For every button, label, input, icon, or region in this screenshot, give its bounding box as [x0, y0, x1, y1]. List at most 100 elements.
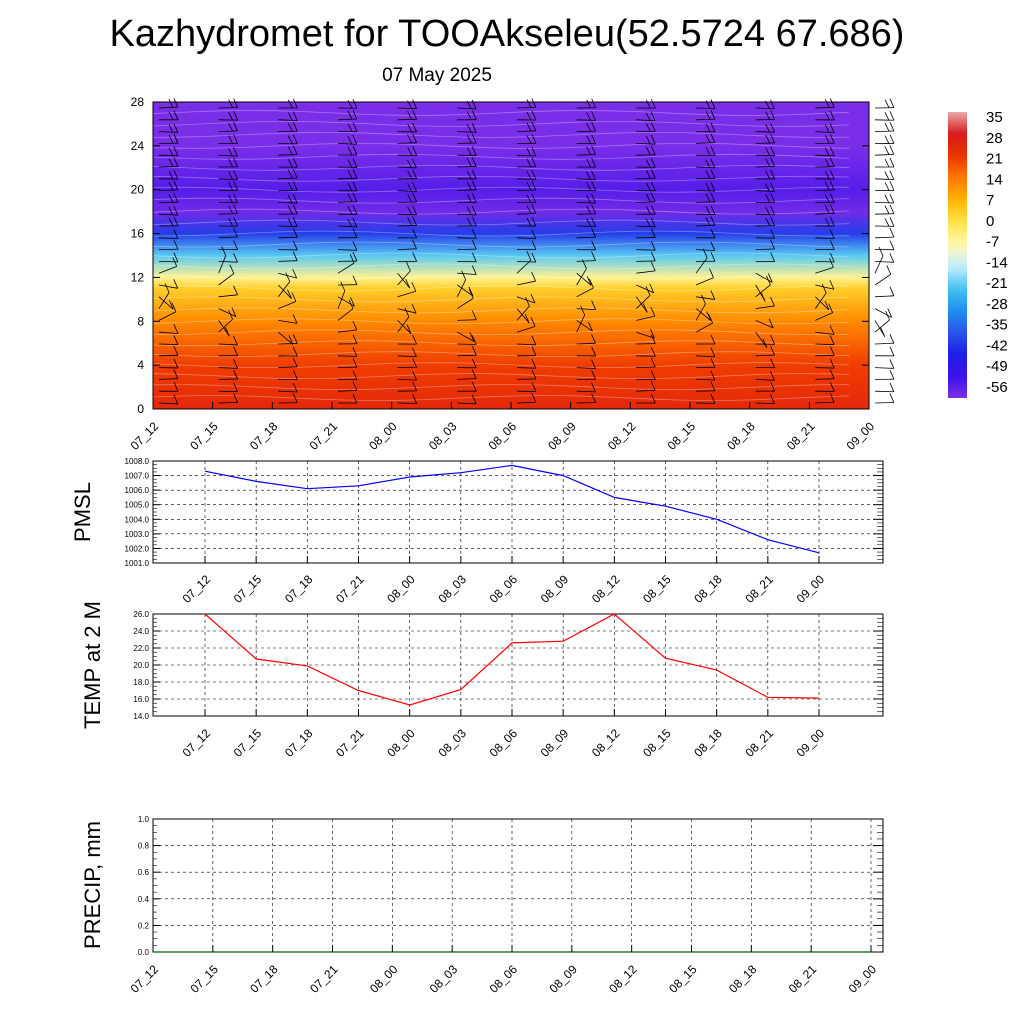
- wind-barb-feather: [591, 193, 596, 204]
- wind-barb: [397, 320, 412, 335]
- x-tick-label: 08_09: [546, 962, 580, 996]
- wind-barb: [636, 295, 651, 309]
- wind-barb-feather: [228, 135, 234, 144]
- wind-barb-feather: [588, 321, 593, 332]
- wind-barb-feather: [531, 121, 537, 131]
- wind-barb-feather: [292, 251, 298, 261]
- wind-barb: [815, 331, 835, 335]
- wind-barb: [755, 131, 775, 133]
- wind-barb-feather: [765, 183, 770, 192]
- panel-frame: [152, 460, 884, 564]
- heatmap-x-tick-label: 08_21: [784, 419, 818, 453]
- wind-barb: [337, 166, 357, 168]
- wind-barb-feather: [292, 134, 298, 145]
- wind-barb-feather: [591, 359, 596, 369]
- wind-barb-feather: [829, 170, 835, 180]
- wind-barb: [516, 130, 536, 132]
- wind-barb: [636, 249, 656, 251]
- wind-barb-feather: [407, 206, 412, 215]
- x-tick-label: 08_03: [435, 726, 469, 760]
- wind-barb: [695, 257, 708, 274]
- wind-barb: [278, 366, 298, 368]
- contour-line: [152, 241, 850, 248]
- wind-barb-feather: [407, 193, 412, 203]
- wind-barb-feather: [889, 193, 895, 204]
- wind-barb: [695, 118, 715, 121]
- wind-barb-feather: [412, 252, 418, 262]
- wind-barb-feather: [404, 307, 410, 317]
- wind-barb-feather: [412, 182, 417, 192]
- wind-barb-feather: [287, 146, 293, 155]
- wind-barb: [457, 297, 474, 309]
- contour-line: [152, 230, 850, 237]
- y-tick-label: 1003.0: [125, 530, 150, 539]
- wind-barb-feather: [352, 370, 358, 380]
- wind-barb: [815, 296, 830, 311]
- wind-barb-feather: [580, 305, 586, 316]
- wind-barb-feather: [770, 182, 775, 192]
- wind-barb-feather: [531, 110, 537, 121]
- wind-barb: [278, 154, 298, 156]
- wind-barb-feather: [710, 192, 716, 203]
- wind-barb: [576, 178, 596, 181]
- wind-barb-feather: [168, 170, 174, 180]
- wind-barb-feather: [829, 216, 835, 227]
- wind-barb-feather: [765, 170, 771, 180]
- wind-barb-feather: [829, 325, 835, 335]
- y-tick-label: 1.0: [138, 815, 150, 824]
- wind-barb: [218, 154, 238, 157]
- wind-barb: [874, 295, 894, 298]
- wind-barb: [815, 106, 835, 109]
- x-tick-label: 08_15: [640, 572, 674, 606]
- heatmap-y-tick-label: 28: [131, 95, 145, 109]
- wind-barb: [636, 366, 656, 368]
- wind-barb-feather: [710, 334, 716, 345]
- x-tick-label: 07_15: [187, 962, 221, 996]
- wind-barb: [337, 296, 355, 307]
- wind-barb: [636, 225, 656, 228]
- wind-barb-feather: [228, 205, 233, 214]
- wind-barb-feather: [233, 110, 239, 121]
- wind-barb-feather: [288, 335, 294, 345]
- heatmap-x-tick-label: 07_18: [247, 419, 281, 453]
- wind-barb-feather: [173, 358, 179, 369]
- wind-barb-feather: [880, 327, 886, 337]
- wind-barb: [516, 178, 536, 180]
- wind-barb: [874, 261, 894, 263]
- wind-barb: [397, 290, 416, 298]
- wind-barb: [695, 190, 715, 192]
- x-tick-label: 07_12: [180, 572, 214, 606]
- wind-barb: [457, 319, 477, 321]
- wind-barb-feather: [591, 370, 597, 380]
- wind-barb-feather: [466, 147, 472, 156]
- wind-barb: [397, 190, 417, 192]
- panel-frame: [152, 613, 884, 717]
- wind-barb: [636, 270, 656, 274]
- wind-barb-feather: [650, 357, 656, 368]
- y-tick-label: 1006.0: [125, 486, 150, 495]
- wind-barb-feather: [168, 147, 174, 156]
- wind-barb-feather: [824, 111, 830, 121]
- wind-barb-feather: [650, 328, 655, 339]
- wind-barb-feather: [645, 170, 651, 179]
- wind-barb-feather: [705, 206, 711, 215]
- y-tick-label: 24.0: [133, 627, 149, 636]
- y-tick-label: 18.0: [133, 678, 149, 687]
- wind-barb: [636, 201, 656, 203]
- wind-barb-feather: [228, 99, 233, 108]
- wind-barb: [695, 277, 714, 286]
- wind-barb-feather: [526, 194, 532, 203]
- wind-barb: [278, 177, 298, 180]
- wind-barb: [158, 331, 178, 334]
- wind-barb-feather: [173, 252, 179, 263]
- wind-barb-feather: [471, 310, 477, 320]
- wind-barb-feather: [412, 381, 418, 392]
- wind-barb: [397, 308, 417, 314]
- wind-barb-feather: [705, 159, 711, 168]
- wind-barb-feather: [829, 358, 835, 369]
- wind-barb: [337, 262, 355, 274]
- wind-barb-feather: [710, 370, 716, 381]
- wind-barb: [218, 320, 230, 337]
- wind-barb-feather: [168, 300, 174, 310]
- wind-barb: [278, 301, 297, 309]
